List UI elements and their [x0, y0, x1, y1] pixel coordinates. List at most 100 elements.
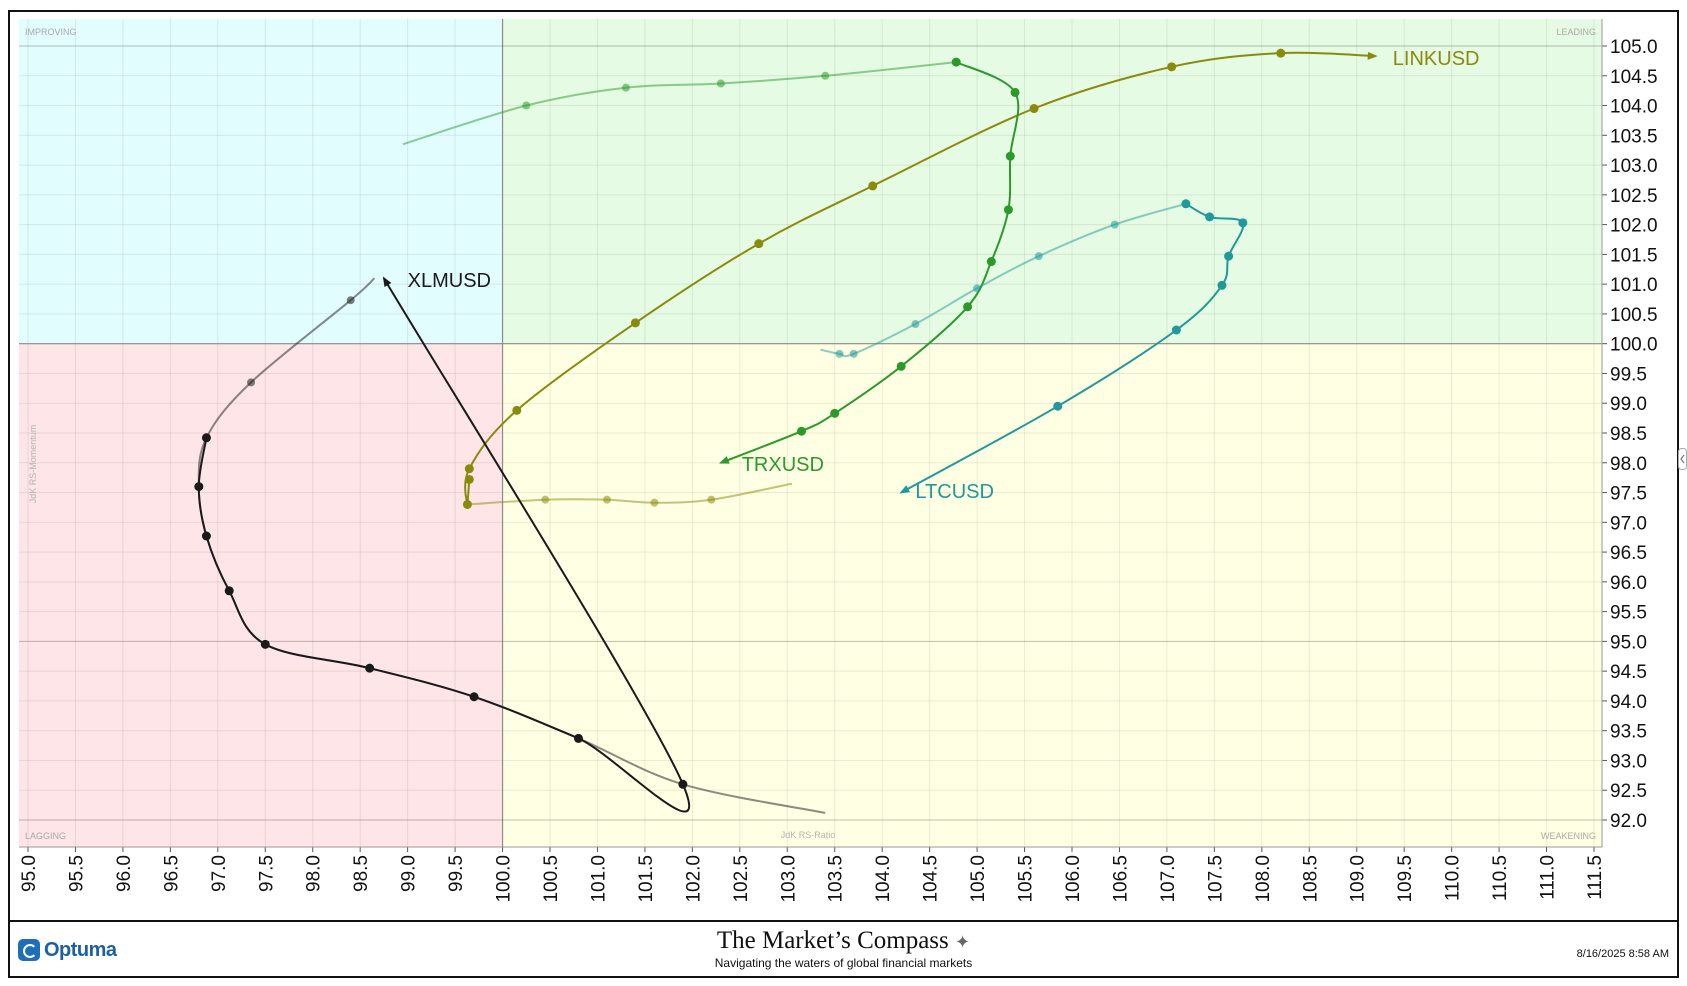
timestamp: 8/16/2025 8:58 AM: [1576, 948, 1669, 960]
series-point: [194, 482, 204, 492]
y-tick-label: 102.5: [1610, 186, 1658, 207]
series-point: [201, 531, 211, 541]
series-point: [896, 361, 906, 371]
series-point-faded: [346, 296, 355, 305]
series-point: [963, 302, 973, 312]
series-point-faded: [716, 79, 725, 88]
y-tick-label: 104.5: [1610, 67, 1658, 88]
x-tick-label: 110.5: [1490, 855, 1511, 901]
series-point: [464, 464, 474, 474]
y-tick-label: 103.0: [1610, 156, 1658, 177]
x-tick-label: 103.0: [778, 855, 799, 903]
x-tick-label: 99.5: [446, 855, 467, 892]
x-tick-label: 105.0: [968, 855, 989, 903]
series-label-ltcusd: LTCUSD: [915, 481, 994, 503]
x-tick-label: 109.0: [1348, 855, 1369, 903]
series-xlmusd: XLMUSD: [194, 270, 826, 814]
x-tick-label: 107.5: [1205, 855, 1226, 903]
optuma-logo-text: Optuma: [44, 938, 117, 961]
series-point-faded: [602, 495, 611, 504]
x-tick-label: 99.0: [399, 855, 420, 892]
series-point: [1181, 199, 1191, 209]
x-tick-label: 103.5: [826, 855, 847, 903]
footer: Optuma The Market’s Compass ✦ Navigating…: [10, 922, 1677, 976]
center-lines: [19, 19, 1602, 847]
series-point-faded: [247, 378, 256, 387]
quadrant-label-weakening: WEAKENING: [1541, 831, 1596, 841]
series-label-trxusd: TRXUSD: [742, 454, 824, 476]
series-point: [1167, 62, 1177, 72]
x-tick-label: 104.5: [921, 855, 942, 903]
series-linkusd: LINKUSD: [462, 48, 1480, 509]
series-point: [1029, 104, 1039, 114]
y-tick-label: 93.0: [1610, 751, 1647, 772]
x-tick-label: 95.0: [19, 855, 40, 892]
brand-title: The Market’s Compass: [716, 927, 949, 954]
series-label-xlmusd: XLMUSD: [408, 270, 491, 292]
series-point-faded: [707, 495, 716, 504]
y-tick-label: 102.0: [1610, 216, 1658, 237]
series-point-faded: [849, 349, 858, 358]
series-point: [260, 639, 270, 649]
y-tick-label: 99.0: [1610, 394, 1647, 415]
series-point: [630, 318, 640, 328]
series-layer: LINKUSD TRXUSD LTCUSD XLMUSD: [194, 48, 1480, 814]
optuma-logo-icon: [18, 939, 40, 961]
series-point: [797, 426, 807, 436]
series-point: [830, 408, 840, 418]
x-tick-label: 110.0: [1443, 855, 1464, 901]
x-tick-label: 111.0: [1538, 855, 1559, 900]
series-point: [469, 692, 479, 702]
x-tick-label: 108.0: [1253, 855, 1274, 903]
quadrant-backgrounds: [19, 19, 1603, 847]
series-point: [1003, 205, 1013, 215]
series-trail-trxusd: [718, 61, 1020, 464]
y-axis: 105.0 104.5 104.0 103.5 103.0 102.5 102.0 101.5…: [1602, 37, 1658, 832]
x-tick-label: 105.5: [1016, 855, 1037, 903]
quadrant-weakening: [502, 343, 1603, 847]
quadrant-label-lagging: LAGGING: [25, 831, 66, 841]
x-tick-label: 107.0: [1158, 855, 1179, 903]
series-point-faded: [1034, 252, 1043, 261]
panel-collapse-handle[interactable]: [1678, 448, 1687, 470]
compass-rose-icon: ✦: [955, 932, 971, 952]
series-point: [224, 586, 234, 596]
y-tick-label: 96.5: [1610, 543, 1647, 564]
x-tick-label: 104.0: [873, 855, 894, 903]
series-point: [462, 499, 472, 509]
series-point: [678, 779, 688, 789]
x-tick-label: 98.0: [304, 855, 325, 892]
series-point-faded: [621, 83, 630, 92]
series-point-faded: [911, 320, 920, 329]
optuma-logo[interactable]: Optuma: [18, 936, 117, 964]
x-tick-label: 98.5: [351, 855, 372, 892]
y-tick-label: 95.5: [1610, 603, 1647, 624]
x-tick-label: 106.5: [1110, 855, 1131, 903]
x-tick-label: 101.0: [588, 855, 609, 903]
series-point: [754, 239, 764, 249]
series-point: [1010, 87, 1020, 97]
y-tick-label: 101.5: [1610, 245, 1658, 266]
y-tick-label: 100.0: [1610, 335, 1658, 356]
x-tick-label: 111.5: [1585, 855, 1606, 900]
series-point: [1224, 251, 1234, 261]
x-tick-label: 101.5: [636, 855, 657, 903]
series-label-linkusd: LINKUSD: [1393, 48, 1480, 70]
x-axis-title: JdK RS-Ratio: [781, 830, 836, 840]
y-tick-label: 103.5: [1610, 126, 1658, 147]
y-tick-label: 97.0: [1610, 513, 1647, 534]
series-point-faded: [650, 498, 659, 507]
x-tick-label: 102.5: [731, 855, 752, 903]
brand-block: The Market’s Compass ✦ Navigating the wa…: [10, 928, 1677, 971]
series-point: [464, 474, 474, 484]
x-tick-label: 96.5: [161, 855, 182, 892]
x-tick-label: 96.0: [114, 855, 135, 892]
series-point: [512, 405, 522, 415]
brand-tagline: Navigating the waters of global financia…: [714, 956, 973, 970]
y-tick-label: 93.5: [1610, 722, 1647, 743]
quadrant-label-leading: LEADING: [1556, 27, 1596, 37]
series-point-faded: [973, 284, 982, 293]
series-trxusd: TRXUSD: [402, 57, 1020, 476]
series-trail-linkusd: [464, 51, 1378, 506]
series-point: [573, 733, 583, 743]
